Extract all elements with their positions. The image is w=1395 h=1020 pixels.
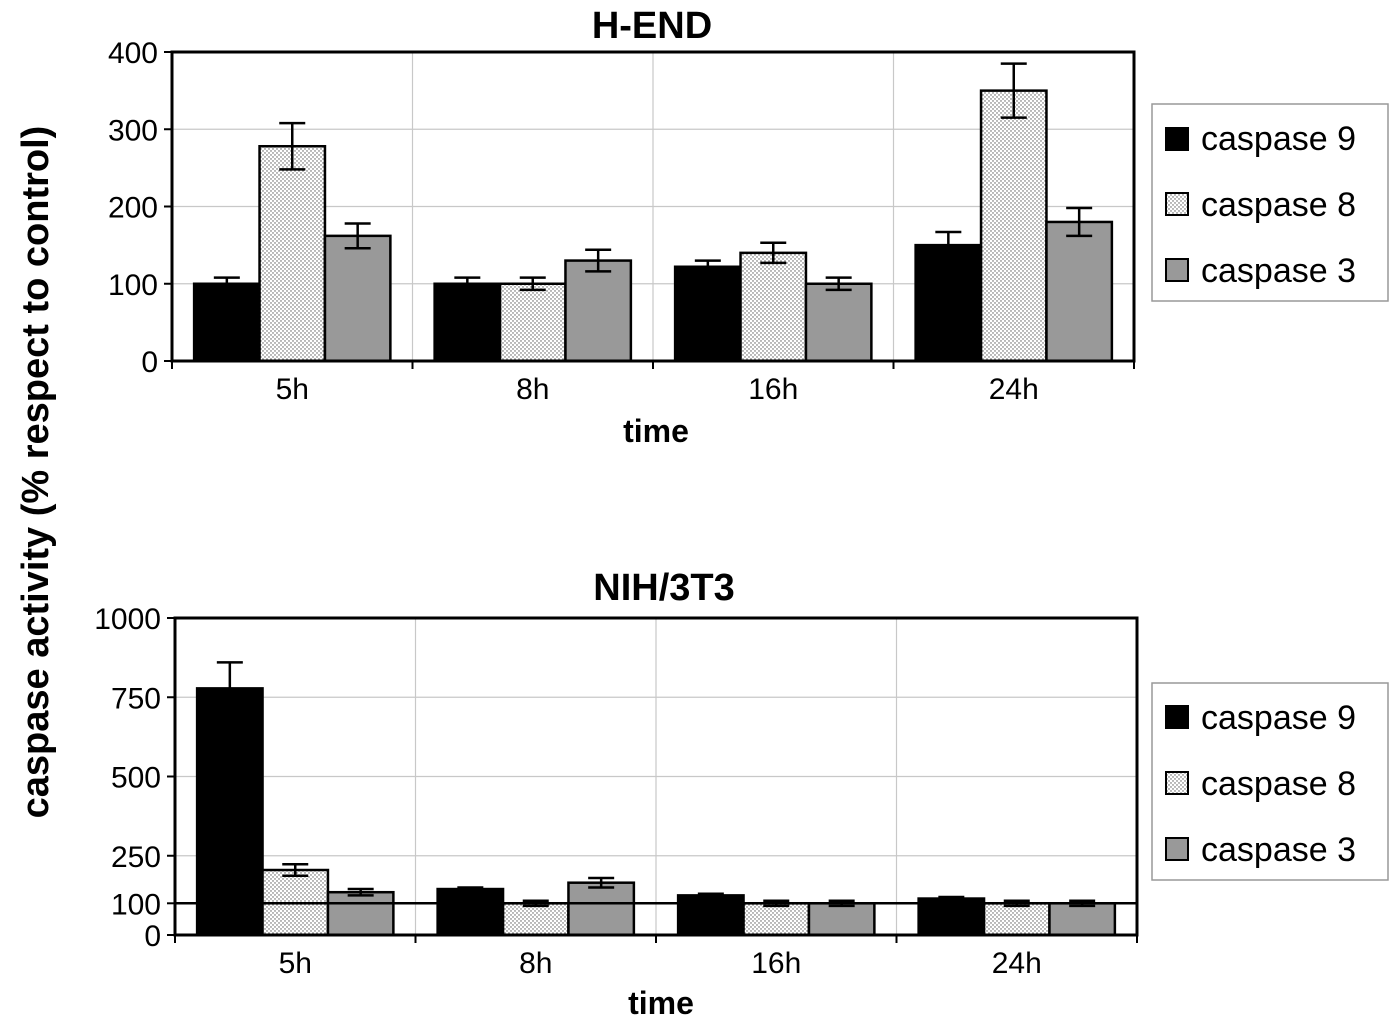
bar-caspase-3-16h: [807, 902, 876, 937]
y-tick-label: 250: [111, 841, 161, 874]
legend-label-caspase-8: caspase 8: [1201, 186, 1356, 224]
legend: caspase 9 caspase 8 caspase 3: [1151, 103, 1389, 302]
x-tick-label: 24h: [989, 373, 1039, 406]
x-tick-label: 8h: [516, 373, 549, 406]
legend-box: [1151, 103, 1389, 302]
y-tick-label: 1000: [94, 603, 161, 636]
bar-caspase-3-8h: [564, 259, 633, 363]
legend-label-caspase-3: caspase 3: [1201, 252, 1356, 290]
y-tick-label: 100: [108, 269, 158, 302]
chart-h-end: H-END 0 100 200 300 400 5h 8h 16h 24h time casp…: [108, 5, 1389, 449]
legend-swatch-caspase-9: [1165, 127, 1189, 151]
legend-swatch-caspase-9: [1165, 705, 1189, 729]
legend: caspase 9 caspase 8 caspase 3: [1151, 682, 1389, 881]
legend-box: [1151, 682, 1389, 881]
legend-label-caspase-8: caspase 8: [1201, 765, 1356, 803]
bar-caspase-3-24h: [1045, 220, 1114, 363]
y-tick-labels: 0 100 200 300 400: [108, 37, 172, 379]
legend-label-caspase-9: caspase 9: [1201, 120, 1356, 158]
error-bars: [216, 661, 1096, 908]
x-axis-label: time: [628, 985, 694, 1020]
chart-title: H-END: [592, 5, 712, 47]
bar-caspase-9-8h: [433, 282, 502, 363]
x-tick-label: 8h: [519, 947, 552, 980]
bar-caspase-9-16h: [676, 894, 745, 937]
bar-caspase-8-24h: [982, 902, 1051, 937]
bar-caspase-8-24h: [979, 89, 1048, 363]
bar-caspase-3-8h: [567, 881, 636, 937]
y-tick-label: 100: [111, 888, 161, 921]
legend-swatch-caspase-3: [1165, 837, 1189, 861]
x-tick-label: 24h: [992, 947, 1042, 980]
y-axis-label: caspase activity (% respect to control): [15, 126, 57, 819]
y-tick-label: 200: [108, 192, 158, 225]
x-axis-label: time: [623, 413, 689, 449]
bar-caspase-9-5h: [192, 282, 261, 363]
y-tick-label: 750: [111, 682, 161, 715]
error-bars: [213, 62, 1093, 292]
x-tick-label: 5h: [276, 373, 309, 406]
bar-caspase-3-24h: [1048, 902, 1117, 937]
bar-caspase-3-5h: [326, 890, 395, 937]
x-tick-label: 16h: [751, 947, 801, 980]
y-tick-label: 400: [108, 37, 158, 70]
bar-caspase-3-16h: [804, 282, 873, 363]
legend-swatch-caspase-8: [1165, 771, 1189, 795]
y-tick-label: 0: [141, 346, 158, 379]
y-tick-label: 300: [108, 114, 158, 147]
gridlines: [175, 618, 1137, 935]
legend-swatch-caspase-8: [1165, 192, 1189, 216]
bar-caspase-9-16h: [673, 265, 742, 363]
bar-caspase-8-16h: [742, 902, 811, 937]
bar-caspase-8-16h: [739, 251, 808, 363]
x-tick-labels: 5h 8h 16h 24h: [174, 935, 1138, 980]
y-tick-label: 500: [111, 762, 161, 795]
bar-caspase-9-5h: [195, 687, 264, 937]
y-tick-label: 0: [144, 920, 161, 953]
x-tick-label: 5h: [279, 947, 312, 980]
x-tick-label: 16h: [748, 373, 798, 406]
bar-caspase-8-5h: [258, 144, 327, 363]
legend-label-caspase-9: caspase 9: [1201, 699, 1356, 737]
bar-caspase-9-8h: [436, 887, 505, 937]
x-tick-labels: 5h 8h 16h 24h: [171, 361, 1135, 406]
chart-title: NIH/3T3: [593, 567, 734, 609]
bar-caspase-8-8h: [498, 282, 567, 363]
legend-label-caspase-3: caspase 3: [1201, 831, 1356, 869]
bar-caspase-9-24h: [914, 243, 983, 363]
bar-caspase-3-5h: [323, 234, 392, 363]
legend-swatch-caspase-3: [1165, 258, 1189, 282]
bar-caspase-8-8h: [501, 902, 570, 937]
